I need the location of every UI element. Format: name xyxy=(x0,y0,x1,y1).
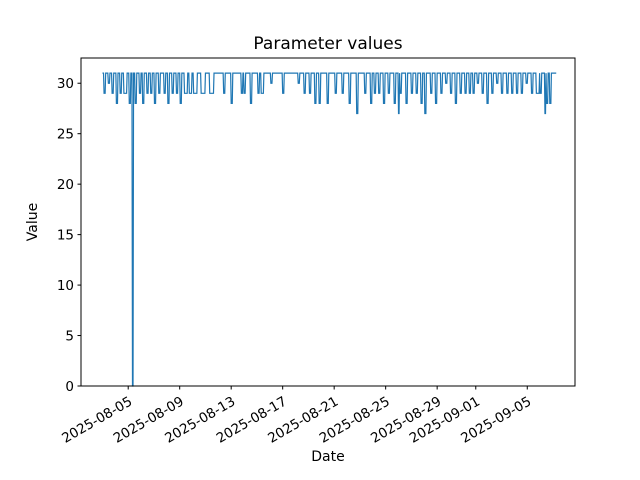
y-tick-label: 10 xyxy=(57,278,74,294)
axes-spines xyxy=(80,57,576,387)
data-line xyxy=(102,72,557,387)
plot-area: 0510152025302025-08-052025-08-092025-08-… xyxy=(57,57,576,447)
y-tick-label: 15 xyxy=(57,227,74,243)
y-tick-label: 0 xyxy=(65,379,74,395)
y-axis-label: Value xyxy=(25,203,41,241)
x-axis-label: Date xyxy=(311,449,344,465)
y-tick-label: 20 xyxy=(57,177,74,193)
chart-title: Parameter values xyxy=(253,34,402,54)
y-tick-label: 5 xyxy=(65,328,74,344)
y-tick-label: 30 xyxy=(57,76,74,92)
y-tick-label: 25 xyxy=(57,126,74,142)
